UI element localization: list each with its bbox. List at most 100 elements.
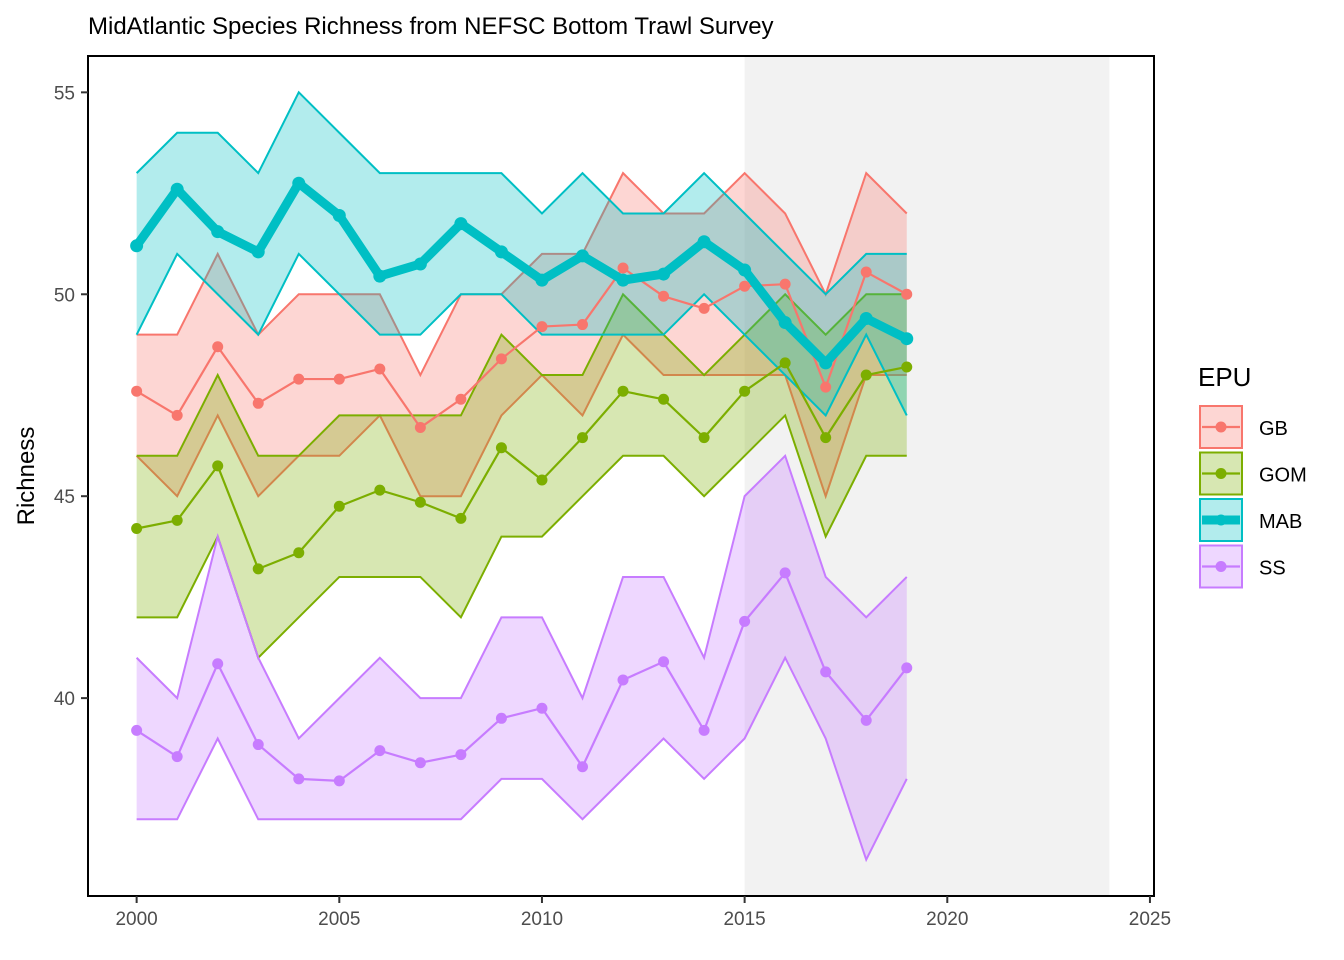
plot-panel-border	[87, 55, 1155, 897]
point-gom-2005	[333, 500, 345, 512]
point-ss-2016	[779, 567, 791, 579]
point-mab-2010	[535, 273, 549, 287]
point-ss-2008	[455, 749, 467, 761]
point-gom-2001	[171, 514, 183, 526]
point-ss-2014	[698, 724, 710, 736]
point-gb-2007	[414, 422, 426, 434]
projection-shade-layer	[744, 57, 1110, 895]
point-ss-2005	[333, 775, 345, 787]
point-gom-2018	[860, 369, 872, 381]
point-mab-2006	[373, 269, 387, 283]
point-gom-2006	[374, 484, 386, 496]
point-gom-2008	[455, 512, 467, 524]
x-tick-label: 2000	[115, 909, 157, 930]
point-ss-2004	[293, 773, 305, 785]
point-mab-2001	[170, 182, 184, 196]
point-ss-2011	[576, 761, 588, 773]
ribbon-lower-gom	[136, 413, 907, 660]
point-gom-2019	[901, 361, 913, 373]
chart-title: MidAtlantic Species Richness from NEFSC …	[88, 13, 774, 40]
point-gom-2002	[212, 460, 224, 472]
point-ss-2000	[131, 724, 143, 736]
legend-label-gom: GOM	[1259, 465, 1307, 487]
point-gom-2015	[739, 385, 751, 397]
point-mab-2013	[657, 267, 671, 281]
point-gom-2000	[131, 523, 143, 534]
point-gom-2003	[252, 563, 264, 575]
point-gb-2018	[860, 266, 872, 278]
point-gb-2013	[658, 290, 670, 302]
ribbon-lower-ss	[136, 655, 908, 863]
legend-point-gb	[1215, 421, 1227, 433]
y-tick-label: 40	[54, 689, 75, 710]
point-gom-2009	[495, 442, 507, 454]
point-gom-2016	[779, 357, 791, 369]
point-ss-2010	[536, 702, 548, 714]
point-mab-2009	[494, 245, 508, 259]
x-tick-label: 2010	[521, 909, 563, 930]
shaded-region	[744, 57, 1110, 895]
point-gb-2003	[252, 397, 264, 409]
point-gb-2015	[739, 280, 751, 292]
point-gb-2012	[617, 262, 629, 274]
point-gom-2004	[293, 547, 305, 559]
ribbon-mab	[136, 92, 907, 416]
point-gb-2001	[171, 409, 183, 421]
series-line-layer	[132, 178, 912, 783]
point-mab-2015	[738, 263, 752, 277]
point-mab-2014	[697, 235, 711, 249]
legend-point-ss	[1215, 561, 1227, 572]
point-mab-2018	[859, 312, 873, 325]
point-ss-2017	[820, 666, 832, 678]
point-gb-2019	[901, 288, 913, 300]
ribbon-lower-gb	[135, 332, 907, 500]
x-tick-label: 2020	[926, 909, 968, 930]
point-gb-2002	[212, 341, 224, 353]
point-gb-2011	[576, 319, 588, 331]
point-gom-2010	[536, 474, 548, 486]
ribbon-gom	[136, 294, 907, 658]
point-ss-2018	[860, 714, 872, 726]
point-mab-2017	[819, 356, 833, 370]
legend-point-gom	[1215, 468, 1227, 479]
point-gom-2011	[576, 432, 588, 444]
point-gb-2006	[374, 363, 386, 375]
legend-label-gb: GB	[1259, 418, 1288, 440]
point-gb-2000	[131, 385, 143, 397]
point-gb-2014	[698, 302, 710, 314]
point-mab-2004	[292, 176, 306, 190]
x-tick-label: 2005	[318, 909, 360, 930]
point-gb-2017	[820, 381, 832, 393]
x-tick-label: 2025	[1129, 909, 1171, 930]
point-mab-2003	[251, 245, 265, 259]
point-gb-2016	[779, 278, 791, 290]
point-mab-2016	[778, 316, 792, 330]
point-mab-2005	[332, 209, 346, 223]
x-axis: 2000 2005 2010 2015 2020 2025	[115, 896, 1171, 930]
point-mab-2011	[575, 249, 589, 263]
point-ss-2001	[171, 751, 183, 763]
y-axis: 40 45 50 55	[54, 83, 88, 710]
ribbon-upper-mab	[135, 90, 907, 296]
point-ss-2013	[658, 656, 670, 668]
point-gom-2012	[617, 385, 629, 397]
legend-label-ss: SS	[1259, 558, 1286, 580]
point-mab-2012	[616, 273, 630, 287]
ribbon-ss	[136, 455, 907, 860]
legend: EPU GB GOM MAB SS	[1198, 362, 1307, 589]
series-line-gb	[135, 266, 908, 429]
point-gb-2009	[495, 353, 507, 365]
y-tick-label: 45	[54, 487, 75, 508]
point-gb-2010	[536, 321, 548, 333]
point-ss-2009	[495, 712, 507, 724]
point-ss-2007	[414, 757, 426, 769]
point-mab-2002	[211, 225, 225, 239]
point-ss-2019	[901, 662, 913, 674]
point-ss-2015	[739, 615, 751, 627]
point-ss-2003	[252, 739, 264, 751]
series-line-gom	[135, 361, 908, 570]
point-ss-2006	[374, 745, 386, 757]
x-tick-label: 2015	[723, 909, 765, 930]
ribbon-upper-gom	[136, 292, 907, 457]
y-tick-label: 50	[54, 285, 75, 306]
